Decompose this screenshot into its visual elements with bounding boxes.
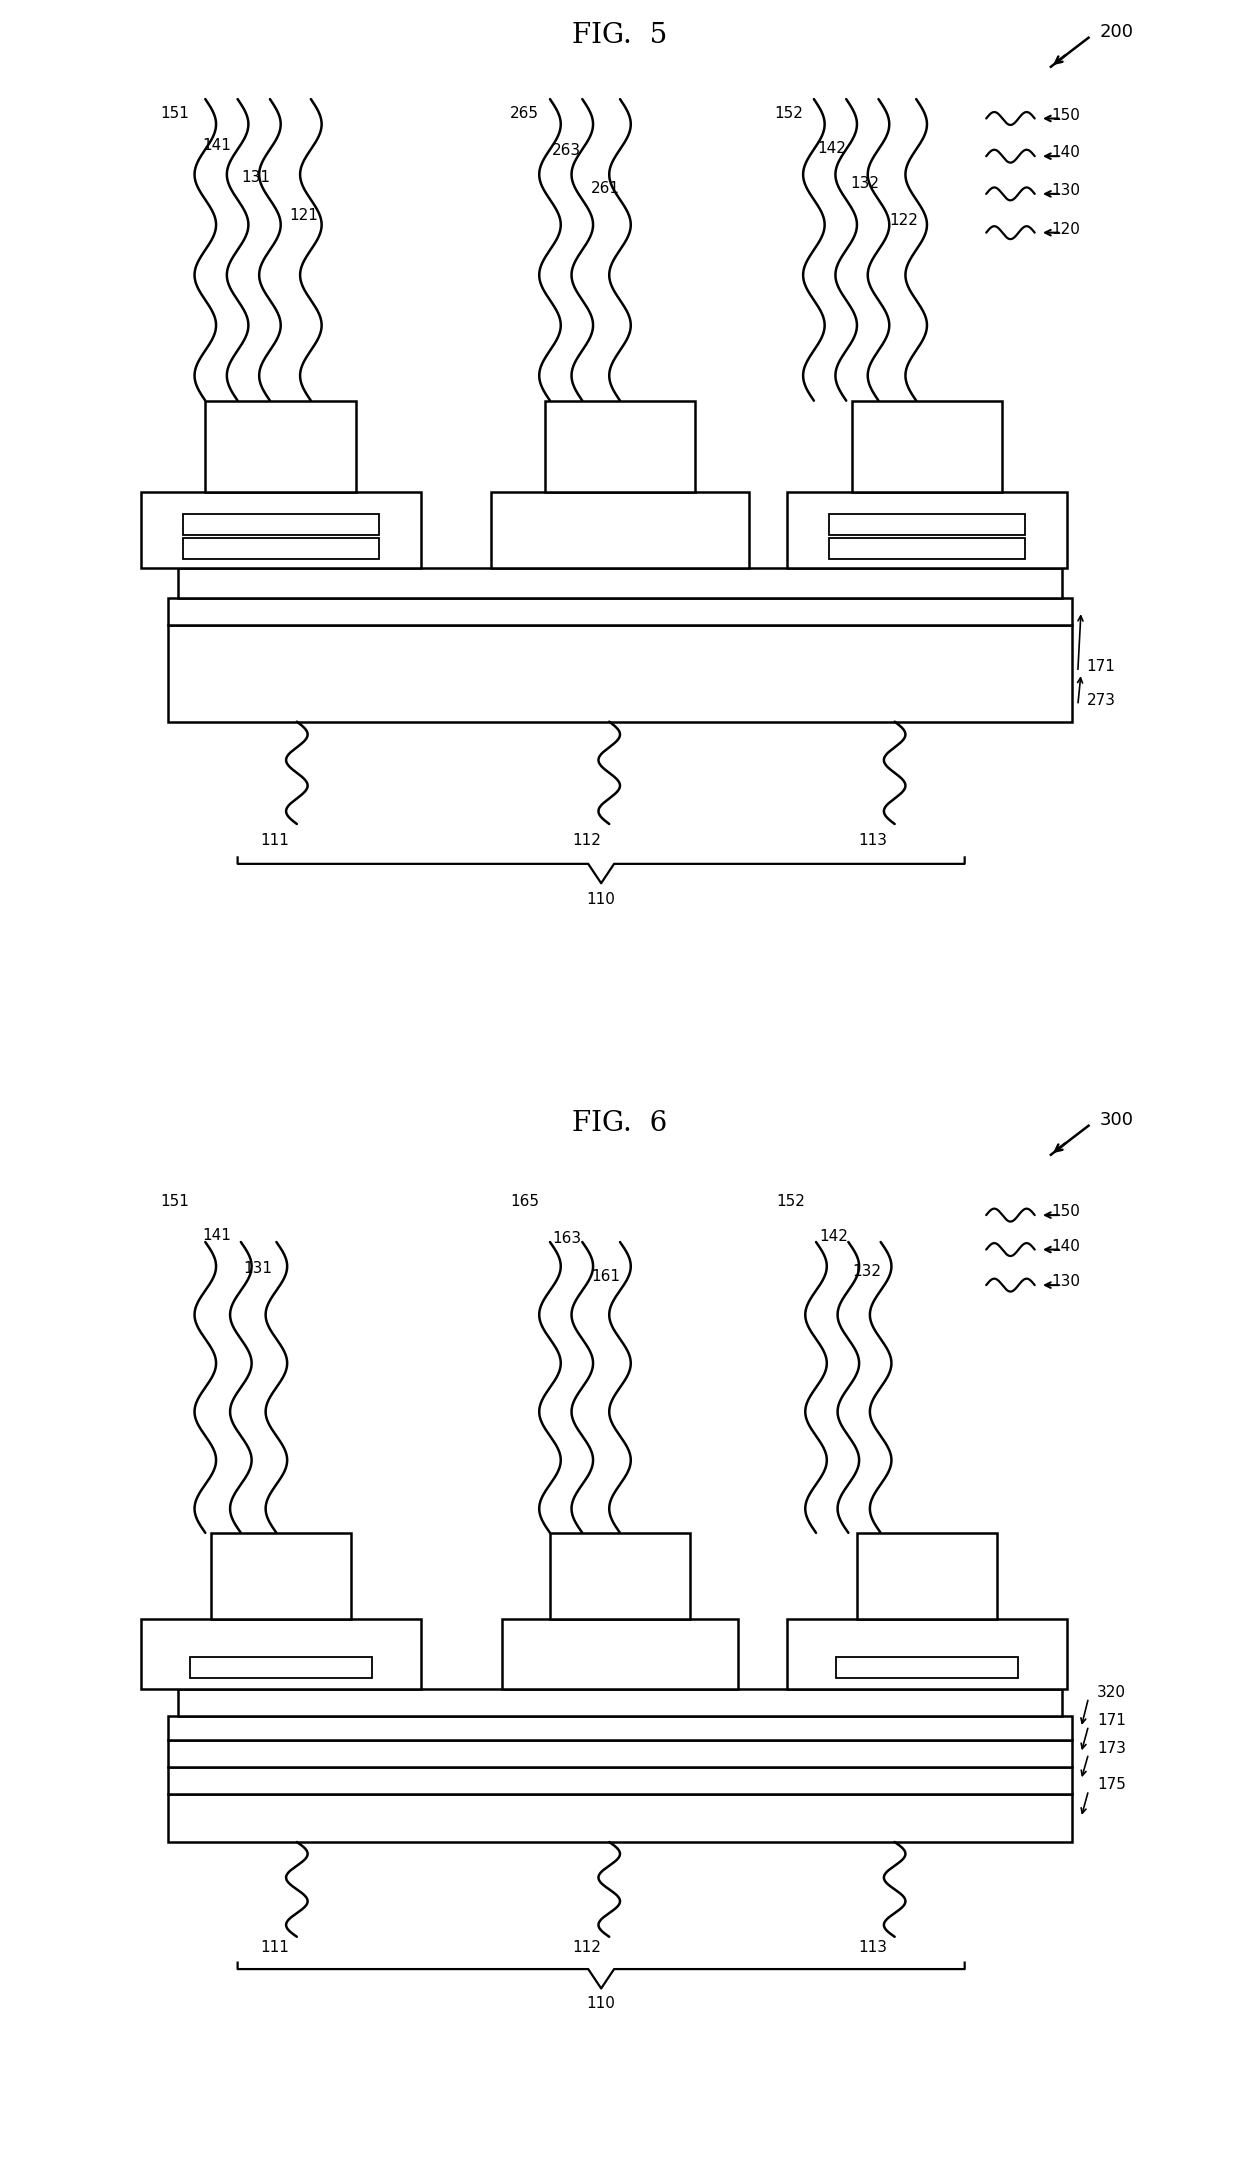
Text: 140: 140 <box>1050 1238 1080 1253</box>
Text: 110: 110 <box>587 1995 615 2011</box>
Bar <box>544 400 696 492</box>
Text: 130: 130 <box>1050 183 1080 198</box>
Bar <box>140 492 420 568</box>
Bar <box>167 1767 1073 1793</box>
Text: 141: 141 <box>202 137 231 152</box>
Text: 200: 200 <box>1100 24 1133 41</box>
Bar <box>167 625 1073 722</box>
Text: 173: 173 <box>1097 1741 1126 1756</box>
Bar <box>857 1532 997 1619</box>
Bar <box>167 1717 1073 1739</box>
Text: 121: 121 <box>289 209 319 222</box>
Text: 111: 111 <box>260 1941 289 1954</box>
Text: 131: 131 <box>243 1262 272 1277</box>
Text: 150: 150 <box>1050 1203 1080 1219</box>
Bar <box>211 1532 351 1619</box>
Bar <box>182 514 378 535</box>
Text: 150: 150 <box>1050 109 1080 122</box>
Bar <box>167 598 1073 625</box>
Text: 273: 273 <box>1086 692 1116 707</box>
Bar <box>167 1739 1073 1767</box>
Text: FIG.  6: FIG. 6 <box>573 1110 667 1136</box>
Text: 132: 132 <box>851 176 879 191</box>
Bar <box>787 1619 1066 1689</box>
Text: 171: 171 <box>1097 1713 1126 1728</box>
Bar <box>182 537 378 559</box>
Bar <box>501 1619 739 1689</box>
Text: 142: 142 <box>820 1229 848 1245</box>
Bar <box>491 492 749 568</box>
Text: 320: 320 <box>1097 1684 1126 1699</box>
Text: 131: 131 <box>241 170 270 185</box>
Text: 113: 113 <box>858 833 887 849</box>
Text: 111: 111 <box>260 833 289 849</box>
Text: 141: 141 <box>202 1227 231 1242</box>
Text: 130: 130 <box>1050 1275 1080 1290</box>
Text: 163: 163 <box>552 1232 582 1247</box>
Text: FIG.  5: FIG. 5 <box>573 22 667 48</box>
Bar <box>167 1793 1073 1841</box>
Text: 152: 152 <box>774 107 804 120</box>
Text: 151: 151 <box>160 107 188 120</box>
Text: 120: 120 <box>1050 222 1080 237</box>
Bar <box>551 1532 689 1619</box>
Text: 165: 165 <box>510 1195 539 1208</box>
Bar <box>852 400 1002 492</box>
Text: 263: 263 <box>552 144 582 159</box>
Text: 140: 140 <box>1050 146 1080 161</box>
Text: 142: 142 <box>817 141 846 157</box>
Text: 122: 122 <box>889 213 918 228</box>
Text: 110: 110 <box>587 892 615 907</box>
Text: 175: 175 <box>1097 1778 1126 1793</box>
Text: 113: 113 <box>858 1941 887 1954</box>
Bar <box>190 1658 372 1678</box>
Bar <box>830 537 1025 559</box>
Text: 171: 171 <box>1086 659 1115 675</box>
Text: 300: 300 <box>1100 1112 1133 1129</box>
Bar <box>206 400 356 492</box>
Text: 265: 265 <box>510 107 539 120</box>
Bar <box>787 492 1066 568</box>
Text: 112: 112 <box>573 1941 601 1954</box>
Bar <box>179 568 1061 598</box>
Text: 261: 261 <box>591 181 620 196</box>
Text: 152: 152 <box>776 1195 805 1208</box>
Text: 112: 112 <box>573 833 601 849</box>
Bar <box>179 1689 1061 1717</box>
Text: 132: 132 <box>853 1264 882 1279</box>
Bar <box>836 1658 1018 1678</box>
Bar <box>830 514 1025 535</box>
Bar <box>140 1619 420 1689</box>
Text: 151: 151 <box>160 1195 188 1208</box>
Text: 161: 161 <box>591 1269 620 1284</box>
